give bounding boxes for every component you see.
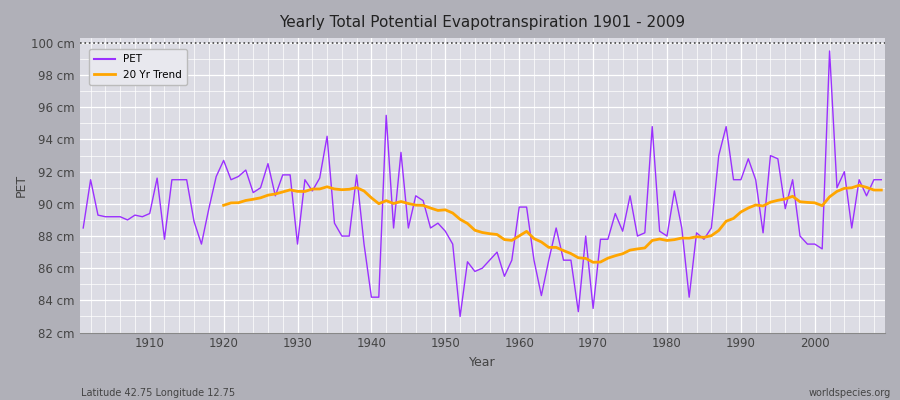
Title: Yearly Total Potential Evapotranspiration 1901 - 2009: Yearly Total Potential Evapotranspiratio… bbox=[279, 15, 685, 30]
X-axis label: Year: Year bbox=[469, 356, 496, 369]
Y-axis label: PET: PET bbox=[15, 174, 28, 197]
Text: worldspecies.org: worldspecies.org bbox=[809, 388, 891, 398]
Legend: PET, 20 Yr Trend: PET, 20 Yr Trend bbox=[89, 49, 187, 85]
Text: Latitude 42.75 Longitude 12.75: Latitude 42.75 Longitude 12.75 bbox=[81, 388, 235, 398]
